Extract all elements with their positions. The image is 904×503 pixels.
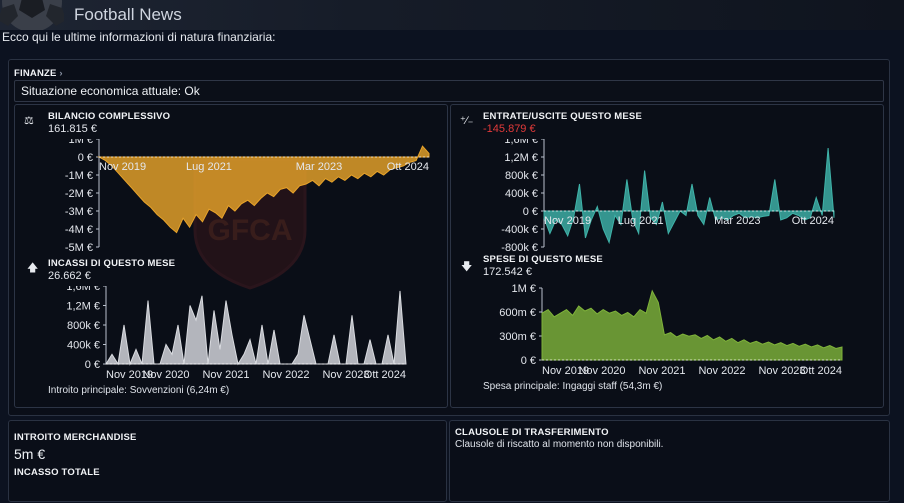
x-tick-label: Nov 2019 [106, 369, 153, 381]
scale-icon: ⚖ [24, 115, 34, 127]
finance-status: Situazione economica attuale: Ok [21, 84, 200, 98]
finance-status-box: Situazione economica attuale: Ok [14, 80, 884, 102]
y-tick-label: 1,6M € [66, 286, 100, 293]
x-tick-label: Nov 2023 [758, 365, 805, 377]
svg-text:GFCA: GFCA [208, 214, 293, 247]
y-tick-label: -3M € [65, 206, 93, 218]
income-heading: INCASSI DI QUESTO MESE [48, 258, 176, 269]
y-tick-label: 1,6M € [504, 139, 538, 146]
arrow-up-icon: 🡅 [27, 262, 39, 274]
merchandise-heading: INTROITO MERCHANDISE [14, 432, 137, 443]
x-tick-label: Nov 2020 [142, 369, 189, 381]
y-tick-label: 1,2M € [504, 152, 538, 164]
series-area [541, 289, 843, 361]
arrow-down-icon: 🡇 [461, 261, 473, 273]
y-tick-label: 800k € [67, 320, 100, 332]
x-tick-label: Nov 2022 [262, 369, 309, 381]
income-value: 26.662 € [48, 270, 91, 282]
y-tick-label: 800k € [505, 170, 538, 182]
title-bar: Football News [0, 0, 904, 30]
y-tick-label: -4M € [65, 224, 93, 236]
merchandise-panel [8, 420, 447, 502]
football-logo-icon [0, 0, 64, 30]
y-tick-label: 0 € [78, 152, 93, 164]
series-area [543, 147, 835, 245]
y-tick-label: 400k € [67, 340, 100, 352]
series-area [105, 290, 407, 366]
y-tick-label: 0 € [85, 359, 100, 371]
balance-chart: 1M € 0 € -1M € -2M € -3M € -4M € -5M € Nov 2019… [65, 139, 430, 253]
app-title: Football News [74, 5, 182, 24]
x-tick-label: Lug 2021 [186, 161, 232, 173]
x-tick-label: Ott 2024 [800, 365, 842, 377]
y-tick-label: -2M € [65, 188, 93, 200]
income-main: Introito principale: Sovvenzioni (6,24m … [48, 385, 230, 396]
x-tick-label: Nov 2020 [578, 365, 625, 377]
x-tick-label: Nov 2021 [202, 369, 249, 381]
net-heading: ENTRATE/USCITE QUESTO MESE [483, 111, 642, 122]
net-value: -145.879 € [483, 123, 536, 135]
total-income-heading: INCASSO TOTALE [14, 467, 100, 478]
x-tick-label: Nov 2021 [638, 365, 685, 377]
y-tick-label: 300m € [499, 331, 536, 343]
y-tick-label: 1M € [69, 139, 93, 146]
y-tick-label: -400k € [501, 224, 538, 236]
balance-value: 161.815 € [48, 123, 97, 135]
x-tick-label: Nov 2019 [542, 365, 589, 377]
plus-minus-icon: ⁺∕₋ [460, 115, 474, 127]
x-tick-label: Mar 2023 [296, 161, 342, 173]
transfer-clauses-text: Clausole di riscatto al momento non disp… [455, 439, 664, 450]
x-tick-label: Mar 2023 [714, 215, 760, 227]
series-area [97, 145, 430, 234]
y-tick-label: 1,2M € [66, 301, 100, 313]
balance-heading: BILANCIO COMPLESSIVO [48, 111, 171, 122]
y-tick-label: 600m € [499, 307, 536, 319]
y-tick-label: 400k € [505, 188, 538, 200]
merchandise-value: 5m € [14, 446, 46, 462]
x-tick-label: Ott 2024 [387, 161, 429, 173]
x-tick-label: Ott 2024 [364, 369, 406, 381]
transfer-clauses-heading: CLAUSOLE DI TRASFERIMENTO [455, 427, 609, 438]
y-tick-label: 0 € [523, 206, 538, 218]
x-tick-label: Nov 2019 [99, 161, 146, 173]
finance-heading[interactable]: FINANZE › [14, 68, 63, 79]
y-tick-label: -800k € [501, 242, 538, 253]
x-tick-label: Nov 2022 [698, 365, 745, 377]
y-tick-label: -5M € [65, 242, 93, 253]
y-tick-label: 1M € [512, 283, 536, 295]
y-tick-label: -1M € [65, 170, 93, 182]
net-chart: 1,6M € 1,2M € 800k € 400k € 0 € -400k € -800k … [501, 139, 835, 253]
expense-main: Spesa principale: Ingaggi staff (54,3m €… [483, 381, 663, 392]
x-tick-label: Nov 2023 [322, 369, 369, 381]
x-tick-label: Lug 2021 [618, 215, 664, 227]
x-tick-label: Ott 2024 [792, 215, 834, 227]
transfer-clauses-panel [449, 420, 890, 502]
expense-value: 172.542 € [483, 266, 532, 278]
y-tick-label: 0 € [521, 355, 536, 367]
intro-text: Ecco qui le ultime informazioni di natur… [2, 30, 276, 44]
expense-heading: SPESE DI QUESTO MESE [483, 254, 603, 265]
x-tick-label: Nov 2019 [544, 215, 591, 227]
